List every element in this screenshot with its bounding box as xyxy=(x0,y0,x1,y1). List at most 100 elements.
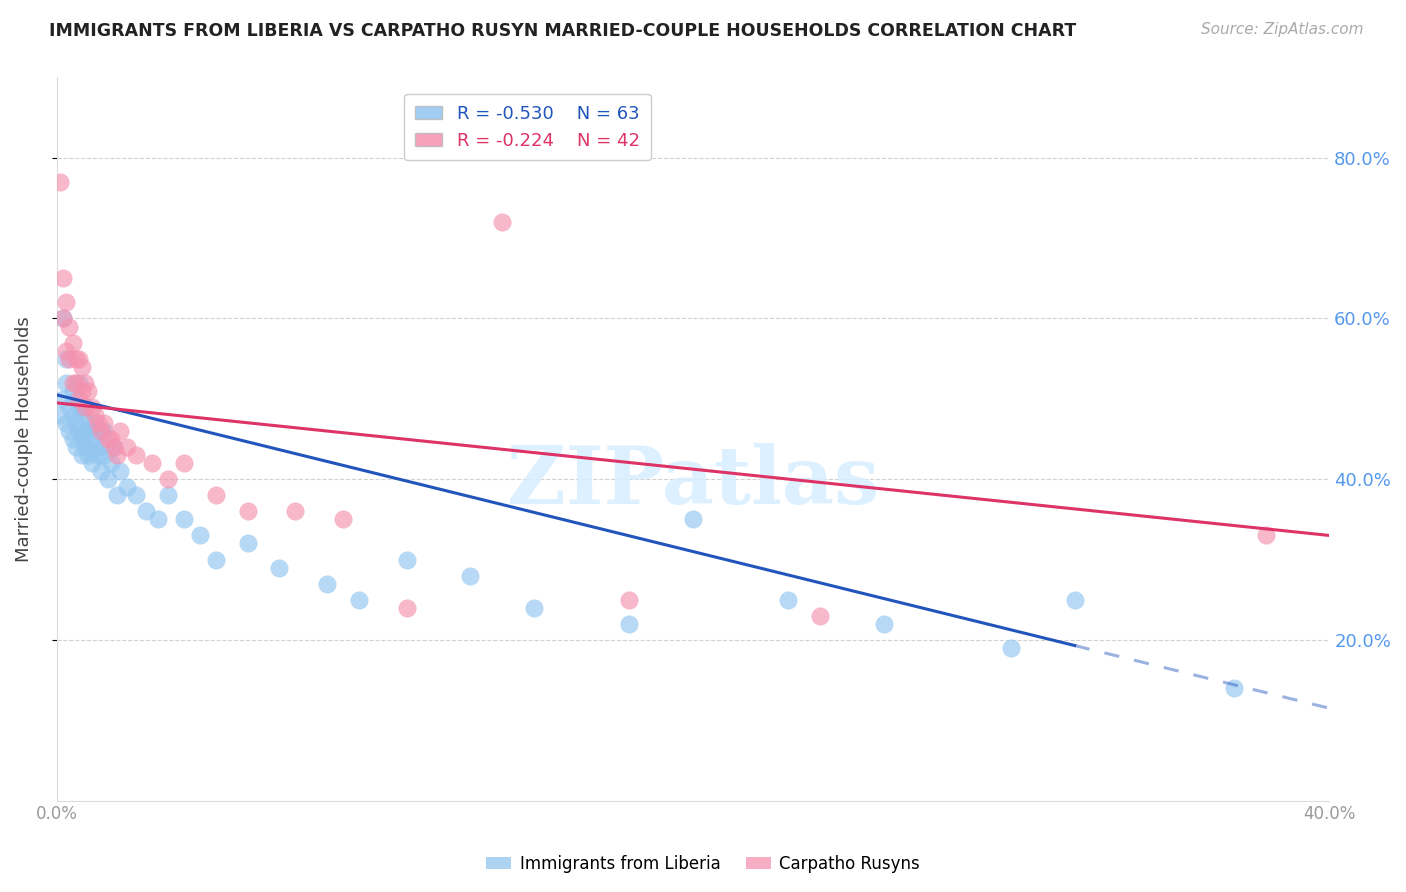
Legend: Immigrants from Liberia, Carpatho Rusyns: Immigrants from Liberia, Carpatho Rusyns xyxy=(479,848,927,880)
Point xyxy=(55,343,77,358)
Point xyxy=(70,432,93,446)
Point xyxy=(93,424,115,438)
Point xyxy=(87,424,110,438)
Point xyxy=(347,592,370,607)
Point xyxy=(110,424,132,438)
Point xyxy=(1000,640,1022,655)
Point xyxy=(77,416,100,430)
Point xyxy=(96,432,118,446)
Point xyxy=(62,376,84,390)
Point xyxy=(65,351,87,366)
Point xyxy=(67,351,90,366)
Point xyxy=(67,376,90,390)
Point xyxy=(75,440,97,454)
Point xyxy=(49,175,72,189)
Point xyxy=(62,432,84,446)
Point xyxy=(83,408,105,422)
Point xyxy=(156,488,179,502)
Point xyxy=(204,552,226,566)
Point xyxy=(67,392,90,406)
Point xyxy=(125,488,148,502)
Point xyxy=(55,295,77,310)
Point xyxy=(67,424,90,438)
Point xyxy=(141,456,163,470)
Point xyxy=(55,376,77,390)
Point xyxy=(115,440,138,454)
Point xyxy=(65,392,87,406)
Legend: R = -0.530    N = 63, R = -0.224    N = 42: R = -0.530 N = 63, R = -0.224 N = 42 xyxy=(405,94,651,161)
Point xyxy=(70,359,93,374)
Point xyxy=(90,464,112,478)
Point xyxy=(87,416,110,430)
Point xyxy=(70,448,93,462)
Point xyxy=(204,488,226,502)
Point xyxy=(105,448,128,462)
Point xyxy=(100,456,122,470)
Point xyxy=(96,472,118,486)
Point xyxy=(173,512,195,526)
Point xyxy=(55,351,77,366)
Point xyxy=(49,408,72,422)
Point xyxy=(58,319,80,334)
Point xyxy=(58,351,80,366)
Point xyxy=(75,400,97,414)
Point xyxy=(83,440,105,454)
Point xyxy=(62,408,84,422)
Point xyxy=(395,552,418,566)
Point xyxy=(75,400,97,414)
Point xyxy=(115,480,138,494)
Text: IMMIGRANTS FROM LIBERIA VS CARPATHO RUSYN MARRIED-COUPLE HOUSEHOLDS CORRELATION : IMMIGRANTS FROM LIBERIA VS CARPATHO RUSY… xyxy=(49,22,1077,40)
Point xyxy=(619,592,641,607)
Point xyxy=(491,215,513,229)
Point xyxy=(65,416,87,430)
Point xyxy=(75,376,97,390)
Point xyxy=(65,376,87,390)
Point xyxy=(77,424,100,438)
Point xyxy=(1063,592,1085,607)
Point xyxy=(236,504,259,518)
Point xyxy=(135,504,157,518)
Point xyxy=(90,424,112,438)
Point xyxy=(52,392,75,406)
Point xyxy=(80,456,103,470)
Point xyxy=(110,464,132,478)
Point xyxy=(70,384,93,398)
Text: ZIPatlas: ZIPatlas xyxy=(506,443,879,522)
Point xyxy=(58,400,80,414)
Point xyxy=(80,400,103,414)
Point xyxy=(1254,528,1277,542)
Point xyxy=(316,576,339,591)
Point xyxy=(1223,681,1246,695)
Point xyxy=(100,432,122,446)
Point xyxy=(103,440,125,454)
Point xyxy=(65,440,87,454)
Point xyxy=(93,448,115,462)
Point xyxy=(458,568,481,582)
Point xyxy=(62,384,84,398)
Point xyxy=(778,592,800,607)
Point xyxy=(188,528,211,542)
Point xyxy=(52,311,75,326)
Point xyxy=(105,488,128,502)
Point xyxy=(93,416,115,430)
Point xyxy=(103,440,125,454)
Text: Source: ZipAtlas.com: Source: ZipAtlas.com xyxy=(1201,22,1364,37)
Point xyxy=(173,456,195,470)
Point xyxy=(682,512,704,526)
Point xyxy=(148,512,170,526)
Point xyxy=(395,600,418,615)
Point xyxy=(87,448,110,462)
Point xyxy=(90,440,112,454)
Point xyxy=(523,600,546,615)
Point xyxy=(873,616,896,631)
Point xyxy=(284,504,307,518)
Point xyxy=(808,608,831,623)
Point xyxy=(77,384,100,398)
Point xyxy=(156,472,179,486)
Point xyxy=(52,311,75,326)
Point xyxy=(80,432,103,446)
Point xyxy=(83,416,105,430)
Point xyxy=(67,400,90,414)
Point xyxy=(62,335,84,350)
Point xyxy=(269,560,291,574)
